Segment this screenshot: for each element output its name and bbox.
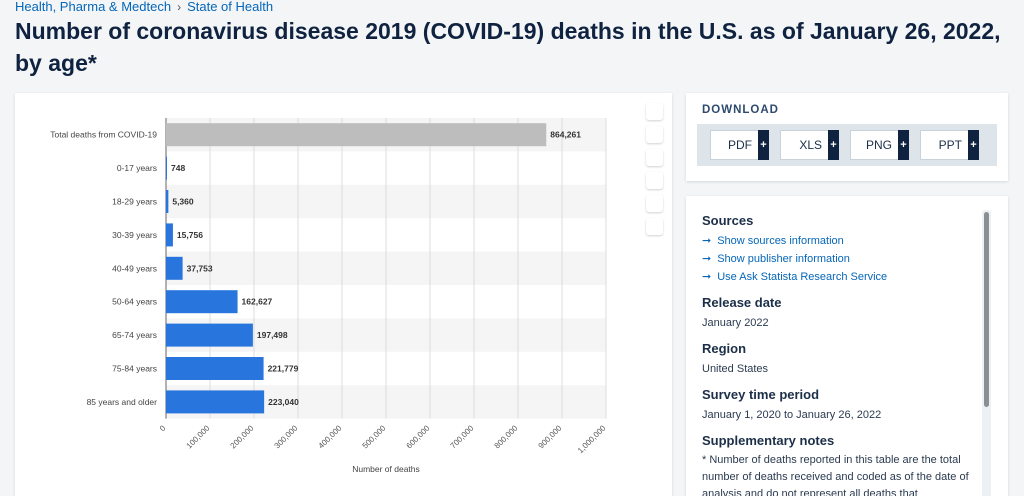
- download-xls-label: XLS: [799, 138, 822, 152]
- x-tick-label: 900,000: [537, 423, 564, 450]
- data-label: 37,753: [187, 263, 213, 273]
- bar: [166, 256, 183, 280]
- category-label: 75-84 years: [112, 364, 157, 374]
- data-label: 748: [171, 163, 185, 173]
- print-icon[interactable]: [646, 218, 663, 235]
- quote-icon[interactable]: [646, 195, 663, 212]
- breadcrumb-separator: ›: [177, 0, 182, 14]
- x-axis-title: Number of deaths: [352, 464, 420, 474]
- data-label: 197,498: [257, 330, 288, 340]
- share-icon[interactable]: [646, 126, 663, 143]
- survey-period-value: January 1, 2020 to January 26, 2022: [702, 409, 882, 421]
- show-publisher-link[interactable]: ➞ Show publisher information: [702, 250, 972, 268]
- x-tick-label: 300,000: [273, 423, 300, 450]
- breadcrumb: Health, Pharma & Medtech › State of Heal…: [15, 0, 273, 14]
- scrollbar[interactable]: [982, 210, 991, 496]
- chart-card: Total deaths from COVID-19 864,261 0-17 ye…: [15, 93, 672, 496]
- download-pdf-button[interactable]: PDF +: [710, 130, 769, 160]
- x-tick-label: 400,000: [317, 423, 344, 450]
- sources-section: Sources ➞ Show sources information ➞ Sho…: [702, 213, 972, 286]
- category-label: 40-49 years: [112, 263, 157, 273]
- x-tick-label: 700,000: [449, 423, 476, 450]
- info-panel: Sources ➞ Show sources information ➞ Sho…: [686, 196, 1008, 496]
- download-heading: DOWNLOAD: [702, 104, 779, 116]
- data-label: 864,261: [550, 130, 581, 140]
- bar: [166, 357, 264, 380]
- download-buttons: PDF + XLS + PNG + PPT +: [697, 124, 997, 166]
- x-tick-label: 100,000: [185, 423, 212, 450]
- x-tick-label: 800,000: [493, 423, 520, 450]
- arrow-right-icon: ➞: [702, 253, 712, 265]
- category-label: 18-29 years: [112, 197, 157, 207]
- download-ppt-label: PPT: [938, 138, 962, 152]
- download-panel: DOWNLOAD PDF + XLS + PNG + PPT +: [686, 93, 1008, 181]
- show-publisher-label: Show publisher information: [717, 253, 850, 265]
- survey-period-section: Survey time period January 1, 2020 to Ja…: [702, 387, 972, 424]
- category-label: Total deaths from COVID-19: [50, 130, 157, 140]
- x-tick-label: 200,000: [229, 423, 256, 450]
- bar: [166, 323, 253, 347]
- download-png-button[interactable]: PNG +: [850, 130, 909, 160]
- download-xls-button[interactable]: XLS +: [780, 130, 839, 160]
- download-ppt-button[interactable]: PPT +: [920, 130, 979, 160]
- page-title: Number of coronavirus disease 2019 (COVI…: [15, 18, 1001, 76]
- plus-icon: +: [758, 130, 769, 160]
- x-tick-label: 500,000: [361, 423, 388, 450]
- plus-icon: +: [828, 130, 839, 160]
- supplementary-notes-text: * Number of deaths reported in this tabl…: [702, 454, 969, 496]
- bar: [166, 290, 238, 314]
- plus-icon: +: [898, 130, 909, 160]
- supplementary-notes-heading: Supplementary notes: [702, 433, 835, 448]
- category-label: 85 years and older: [87, 397, 158, 407]
- bar: [166, 123, 547, 147]
- category-label: 65-74 years: [112, 330, 157, 340]
- release-date-heading: Release date: [702, 295, 782, 310]
- ask-statista-link[interactable]: ➞ Use Ask Statista Research Service: [702, 268, 972, 286]
- sources-heading: Sources: [702, 213, 754, 228]
- scrollbar-thumb[interactable]: [984, 212, 989, 407]
- category-label: 50-64 years: [112, 297, 157, 307]
- region-section: Region United States: [702, 341, 972, 378]
- ask-statista-label: Use Ask Statista Research Service: [717, 271, 888, 283]
- bar: [166, 390, 265, 414]
- data-label: 162,627: [242, 297, 273, 307]
- arrow-right-icon: ➞: [702, 271, 712, 283]
- bar: [166, 156, 167, 180]
- data-label: 223,040: [268, 397, 299, 407]
- data-label: 15,756: [177, 230, 203, 240]
- x-tick-label: 1,000,000: [576, 423, 608, 455]
- region-value: United States: [702, 363, 769, 375]
- bar: [166, 190, 169, 213]
- download-pdf-label: PDF: [728, 138, 752, 152]
- favorite-icon[interactable]: [646, 103, 663, 120]
- data-label: 5,360: [172, 197, 194, 207]
- category-label: 0-17 years: [117, 163, 157, 173]
- breadcrumb-link-health[interactable]: Health, Pharma & Medtech: [15, 0, 172, 14]
- bell-icon[interactable]: [646, 149, 663, 166]
- release-date-section: Release date January 2022: [702, 295, 972, 332]
- x-tick-label: 0: [158, 423, 168, 433]
- bar: [166, 223, 173, 247]
- release-date-value: January 2022: [702, 317, 769, 329]
- survey-period-heading: Survey time period: [702, 387, 820, 402]
- chart-toolbar: [646, 103, 663, 235]
- breadcrumb-link-state-of-health[interactable]: State of Health: [187, 0, 274, 14]
- data-label: 221,779: [268, 364, 299, 374]
- settings-icon[interactable]: [646, 172, 663, 189]
- arrow-right-icon: ➞: [702, 235, 712, 247]
- category-label: 30-39 years: [112, 230, 157, 240]
- region-heading: Region: [702, 341, 747, 356]
- show-sources-label: Show sources information: [717, 235, 844, 247]
- show-sources-link[interactable]: ➞ Show sources information: [702, 232, 972, 250]
- plus-icon: +: [968, 130, 979, 160]
- supplementary-notes-section: Supplementary notes * Number of deaths r…: [702, 433, 972, 496]
- x-tick-label: 600,000: [405, 423, 432, 450]
- bar-chart: Total deaths from COVID-19 864,261 0-17 ye…: [50, 118, 608, 474]
- download-png-label: PNG: [865, 138, 892, 152]
